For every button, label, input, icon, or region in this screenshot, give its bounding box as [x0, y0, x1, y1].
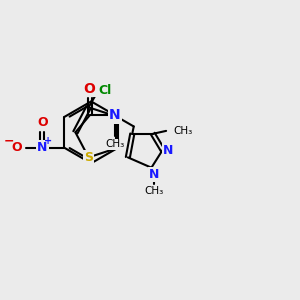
Text: CH₃: CH₃	[105, 139, 124, 149]
Text: O: O	[84, 82, 95, 96]
Text: N: N	[109, 108, 120, 122]
Text: CH₃: CH₃	[173, 126, 193, 136]
Text: +: +	[44, 136, 52, 146]
Text: CH₃: CH₃	[145, 186, 164, 196]
Text: O: O	[37, 116, 48, 129]
Text: N: N	[37, 141, 47, 154]
Text: −: −	[3, 135, 14, 148]
Text: N: N	[149, 168, 160, 181]
Text: O: O	[11, 141, 22, 154]
Text: N: N	[163, 143, 174, 157]
Text: Cl: Cl	[98, 84, 112, 97]
Text: S: S	[84, 151, 93, 164]
